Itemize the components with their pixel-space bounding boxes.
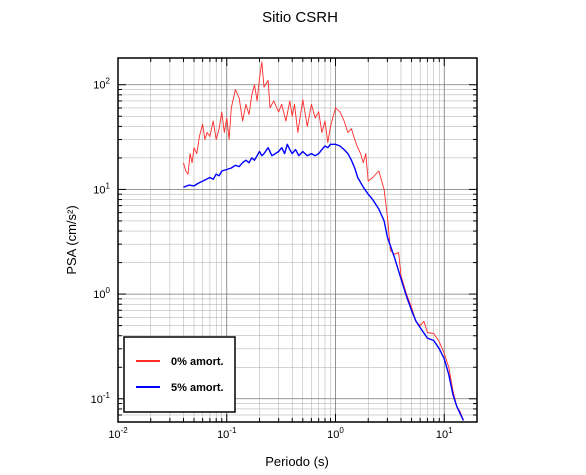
axis-ticks bbox=[117, 58, 478, 423]
x-tick-label: 101 bbox=[436, 426, 453, 441]
chart-title: Sitio CSRH bbox=[262, 9, 338, 26]
x-tick-label: 10-2 bbox=[108, 426, 128, 441]
legend-label: 0% amort. bbox=[171, 356, 224, 368]
legend-box bbox=[123, 336, 236, 413]
series-line-1 bbox=[183, 61, 464, 420]
x-tick-label: 10-1 bbox=[217, 426, 237, 441]
y-tick-label: 101 bbox=[93, 181, 110, 196]
plot-frame bbox=[117, 57, 478, 423]
y-tick-labels: 10-1 100 101 102 bbox=[91, 77, 111, 406]
series-layer bbox=[183, 61, 465, 421]
y-axis-title: PSA (cm/s²) bbox=[64, 205, 79, 274]
legend: 0% amort. 5% amort. bbox=[123, 336, 236, 413]
legend-label: 5% amort. bbox=[171, 382, 224, 394]
y-tick-label: 10-1 bbox=[91, 391, 111, 406]
series-line-2 bbox=[183, 143, 465, 421]
x-tick-labels: 10-2 10-1 100 101 bbox=[108, 426, 453, 441]
x-tick-label: 100 bbox=[327, 426, 344, 441]
y-tick-label: 102 bbox=[93, 77, 110, 92]
x-axis-title: Periodo (s) bbox=[265, 454, 329, 469]
y-tick-label: 100 bbox=[93, 286, 110, 301]
